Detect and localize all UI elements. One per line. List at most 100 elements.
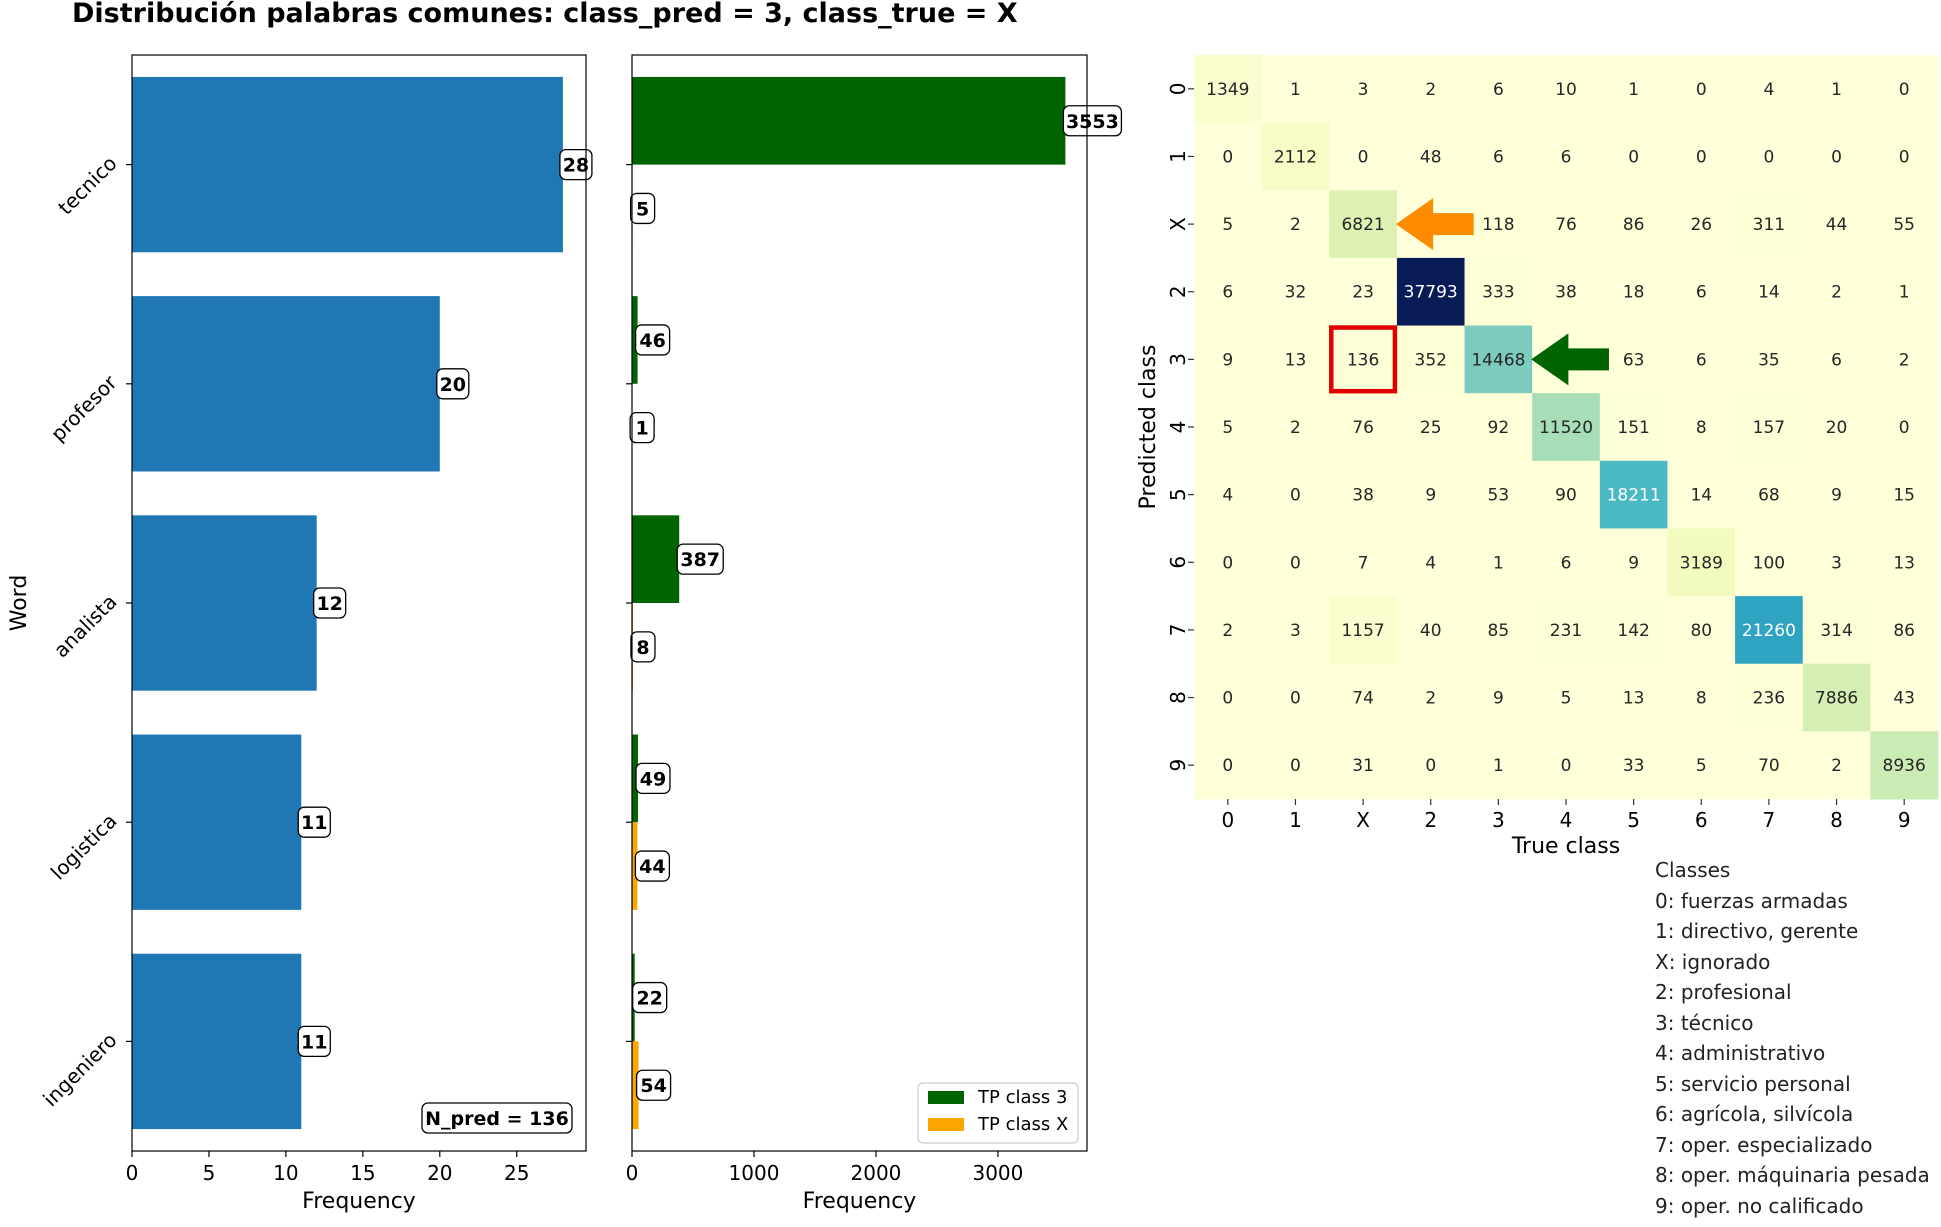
y-tick-label: 8 [1166,691,1190,704]
y-tick-label: 7 [1166,624,1190,637]
heatmap-cell [1735,325,1804,394]
data-label-box [634,324,671,356]
cell-value: 0 [1290,756,1301,776]
cell-value: 18 [1623,283,1645,303]
heatmap-cell [1464,122,1533,191]
data-label: 49 [640,768,666,790]
data-label-box [1062,105,1123,137]
cell-value: 9 [1222,350,1233,370]
x-tick-label: 5 [1627,808,1640,832]
cell-value: 86 [1893,621,1915,641]
heatmap-cell [1735,731,1804,800]
heatmap-cell [1802,393,1871,462]
cell-value: 0 [1696,147,1707,167]
heatmap-cell [1667,528,1736,597]
cell-value: 1 [1290,80,1301,100]
cell-value: 13 [1623,689,1645,709]
cell-value: 6 [1561,553,1572,573]
heatmap-cell [1802,663,1871,732]
heatmap-cell [1599,122,1668,191]
highlight-box [1329,325,1398,394]
cell-value: 33 [1623,756,1645,776]
cell-value: 25 [1420,418,1442,438]
heatmap-cell [1329,663,1398,732]
heatmap-cell [1194,460,1263,529]
data-label: 11 [301,1031,327,1053]
heatmap-cell [1802,122,1871,191]
y-tick-label: 4 [1166,421,1190,434]
heatmap-cell [1329,257,1398,327]
classes-legend-item: 4: administrativo [1655,1041,1826,1065]
heatmap-cell [1667,596,1736,665]
cell-value: 0 [1763,147,1774,167]
cell-value: 6 [1696,283,1707,303]
heatmap-cell [1261,460,1330,529]
data-label: 22 [636,988,662,1010]
heatmap-cell [1599,528,1668,597]
x-tick-label: 10 [273,1161,298,1185]
cell-value: 76 [1352,418,1374,438]
heatmap-cell [1532,460,1601,529]
heatmap-cell [1532,731,1601,800]
cell-value: 6 [1493,80,1504,100]
heatmap-cell [1464,55,1533,124]
heatmap-cell [1194,122,1263,191]
heatmap-cell [1194,393,1263,462]
heatmap-cell [1599,460,1668,529]
cell-value: 40 [1420,621,1442,641]
data-label: 5 [636,198,649,220]
heatmap-cell [1802,257,1871,327]
heatmap-cell [1802,528,1871,597]
data-label-box [630,631,656,663]
x-tick-label: 1000 [729,1161,780,1185]
cell-value: 0 [1628,147,1639,167]
y-tick-label: ingeniero [38,1028,121,1111]
heatmap-cell [1194,190,1263,259]
heatmap-cell [1532,257,1601,327]
heatmap-cell [1464,190,1533,259]
cell-value: 311 [1753,215,1785,235]
bar-tecnico [132,76,563,253]
heatmap-cell [1532,190,1601,259]
heatmap-cell [1396,528,1466,597]
data-label: 387 [680,549,720,571]
heatmap-cell [1667,190,1736,259]
cell-value: 0 [1425,756,1436,776]
cell-value: 2 [1425,689,1436,709]
heatmap-cell [1194,325,1263,394]
cell-value: 55 [1893,215,1915,235]
data-label-box [629,192,656,225]
heatmap-cell [1396,55,1466,124]
cell-value: 9 [1425,486,1436,506]
annotation-arrow [1395,198,1474,251]
heatmap-cell [1396,663,1466,732]
plot-frame [131,54,587,1152]
y-tick-label: 5 [1166,488,1190,501]
bar-ingeniero [132,953,302,1130]
heatmap-cell [1599,393,1668,462]
heatmap-cell [1667,122,1736,191]
classes-legend-title: Classes [1655,858,1731,882]
x-tick-label: 4 [1560,808,1573,832]
cell-value: 26 [1690,215,1712,235]
bar-tp-class-3-profesor [632,296,638,384]
cell-value: 0 [1358,147,1369,167]
data-label-box [297,1025,331,1058]
data-label: 8 [636,637,649,659]
heatmap-cell [1194,55,1263,124]
heatmap-cell [1532,663,1601,732]
cell-value: 2 [1222,621,1233,641]
data-label: 46 [639,330,665,352]
heatmap-cell [1667,393,1736,462]
heatmap-cell [1329,55,1398,124]
classes-legend: Classes 0: fuerzas armadas 1: directivo,… [1655,855,1930,1221]
legend-swatch [928,1118,964,1131]
heatmap-cell [1599,596,1668,665]
heatmap-cell [1870,122,1939,191]
data-label-box [629,411,655,444]
heatmap-cell [1599,325,1668,394]
heatmap-cell [1870,257,1939,327]
heatmap-cell [1329,731,1398,800]
heatmap-cell [1870,731,1939,800]
heatmap-cell [1870,596,1939,665]
